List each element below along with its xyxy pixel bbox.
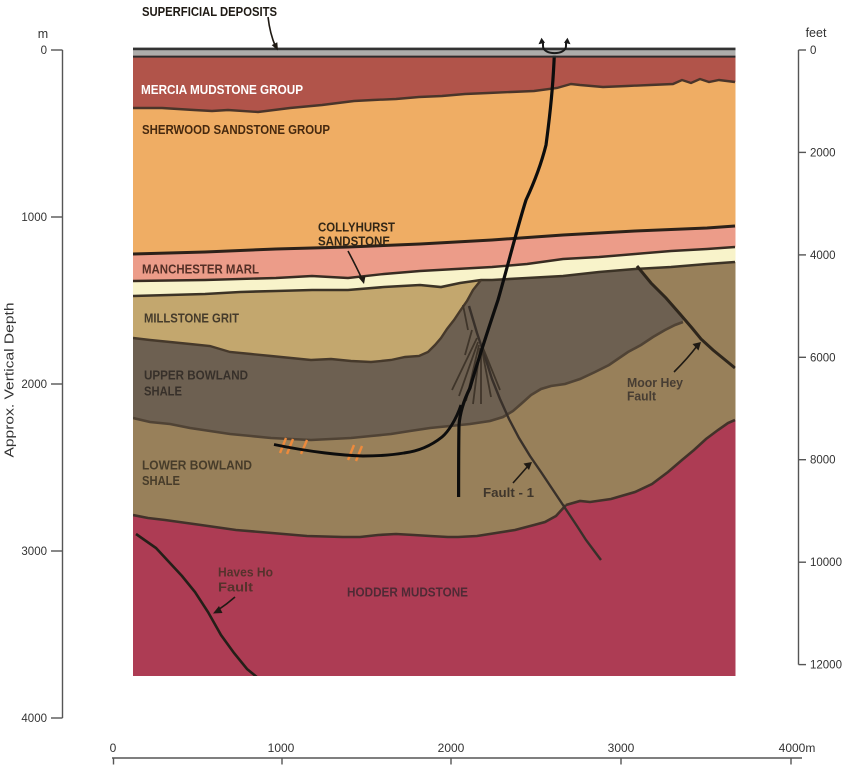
svg-text:2000: 2000 <box>438 741 465 755</box>
svg-text:MILLSTONE GRIT: MILLSTONE GRIT <box>144 311 239 326</box>
svg-text:LOWER BOWLAND: LOWER BOWLAND <box>142 458 252 473</box>
svg-text:feet: feet <box>806 26 827 40</box>
svg-text:2000: 2000 <box>810 147 836 159</box>
svg-text:SUPERFICIAL DEPOSITS: SUPERFICIAL DEPOSITS <box>142 4 277 19</box>
svg-text:Fault: Fault <box>218 580 254 595</box>
svg-text:Approx. Vertical Depth: Approx. Vertical Depth <box>2 303 17 458</box>
svg-text:Haves Ho: Haves Ho <box>218 565 273 580</box>
svg-text:COLLYHURST: COLLYHURST <box>318 220 395 235</box>
svg-text:1000: 1000 <box>268 741 295 755</box>
svg-text:4000: 4000 <box>21 713 47 725</box>
svg-text:0: 0 <box>41 45 47 57</box>
svg-text:4000: 4000 <box>810 250 836 262</box>
svg-text:SANDSTONE: SANDSTONE <box>318 234 390 249</box>
svg-text:SHALE: SHALE <box>142 473 180 488</box>
svg-text:2000: 2000 <box>21 379 47 391</box>
svg-text:Fault: Fault <box>627 389 657 404</box>
svg-text:1000: 1000 <box>21 212 47 224</box>
svg-text:8000: 8000 <box>810 455 836 467</box>
svg-text:12000: 12000 <box>810 660 842 672</box>
svg-text:3000: 3000 <box>608 741 635 755</box>
svg-text:SHALE: SHALE <box>144 384 182 399</box>
svg-text:SHERWOOD SANDSTONE GROUP: SHERWOOD SANDSTONE GROUP <box>142 122 330 137</box>
svg-text:0: 0 <box>810 45 816 57</box>
svg-text:HODDER MUDSTONE: HODDER MUDSTONE <box>347 585 468 600</box>
svg-text:6000: 6000 <box>810 352 836 364</box>
svg-text:m: m <box>38 27 48 41</box>
svg-text:MANCHESTER MARL: MANCHESTER MARL <box>142 262 259 277</box>
svg-text:3000: 3000 <box>21 546 47 558</box>
svg-text:4000m: 4000m <box>779 741 816 755</box>
svg-text:UPPER BOWLAND: UPPER BOWLAND <box>144 368 248 383</box>
svg-text:Moor Hey: Moor Hey <box>627 375 684 390</box>
svg-text:0: 0 <box>110 741 117 755</box>
svg-text:MERCIA MUDSTONE GROUP: MERCIA MUDSTONE GROUP <box>141 82 303 97</box>
svg-text:Fault - 1: Fault - 1 <box>483 485 534 500</box>
svg-text:10000: 10000 <box>810 557 842 569</box>
